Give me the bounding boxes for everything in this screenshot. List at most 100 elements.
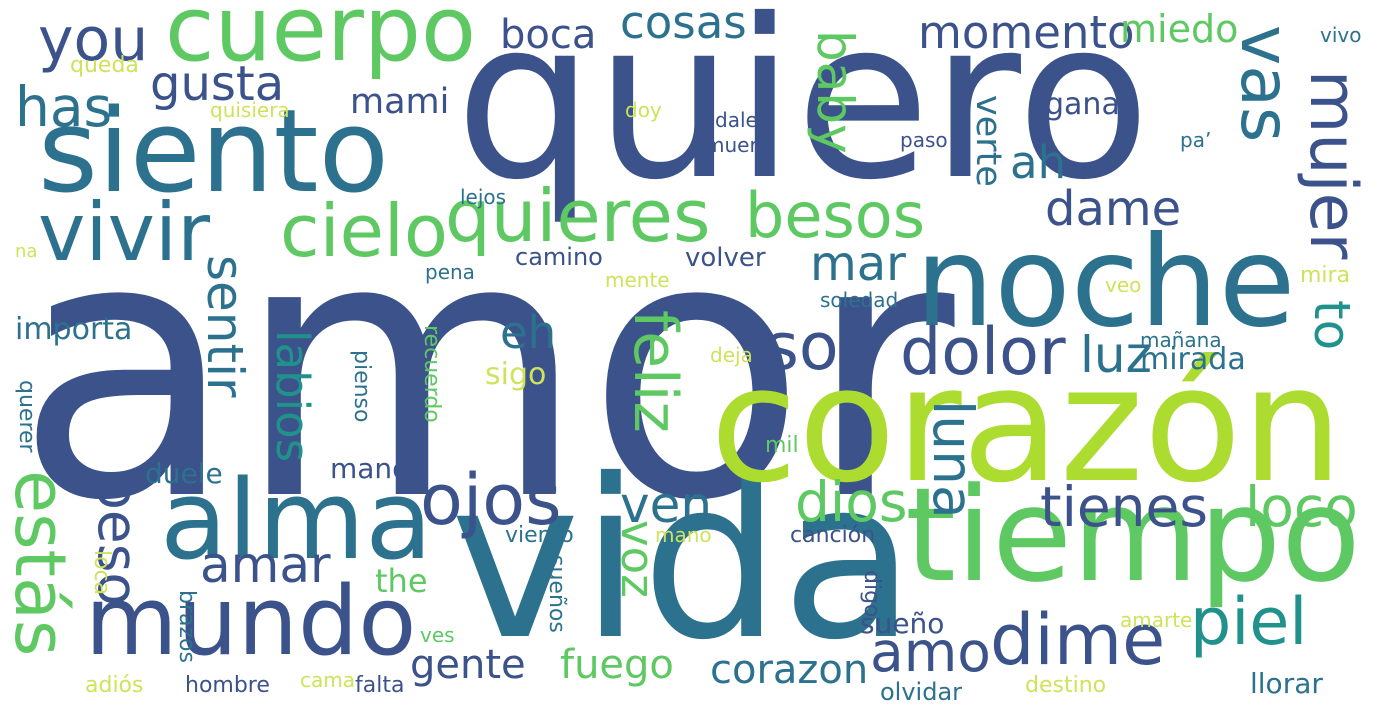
cloud-word: sueño bbox=[860, 607, 945, 640]
cloud-word: mañana bbox=[1140, 328, 1222, 352]
cloud-word: cuerpo bbox=[165, 0, 477, 82]
cloud-word: mente bbox=[605, 268, 670, 292]
cloud-word: ah bbox=[1010, 136, 1067, 189]
cloud-word: adiós bbox=[85, 673, 144, 698]
cloud-word: corazon bbox=[710, 647, 869, 693]
cloud-word: canción bbox=[790, 523, 876, 548]
cloud-word: vivir bbox=[38, 186, 211, 279]
cloud-word: amo bbox=[870, 620, 991, 684]
cloud-word: amor bbox=[15, 160, 955, 579]
cloud-word: feliz bbox=[620, 310, 690, 433]
cloud-word: baby bbox=[806, 30, 864, 154]
cloud-word: llorar bbox=[1250, 667, 1323, 700]
cloud-word: corazón bbox=[710, 331, 1343, 518]
cloud-word: hombre bbox=[185, 673, 270, 698]
cloud-word: alma bbox=[160, 456, 433, 584]
cloud-word: ojos bbox=[420, 459, 562, 541]
cloud-word: noche bbox=[915, 210, 1296, 355]
cloud-word: dime bbox=[990, 599, 1166, 681]
cloud-word: queda bbox=[70, 53, 139, 78]
cloud-word: brazos bbox=[174, 590, 199, 663]
cloud-word: mujer bbox=[1295, 70, 1370, 260]
cloud-word: loca bbox=[89, 550, 114, 596]
cloud-word: dios bbox=[795, 470, 908, 534]
cloud-word: pena bbox=[425, 260, 475, 284]
cloud-word: na bbox=[15, 241, 38, 262]
cloud-word: to bbox=[1303, 300, 1361, 351]
cloud-word: quiero bbox=[455, 0, 1151, 228]
cloud-word: vivo bbox=[1320, 23, 1362, 47]
cloud-word: luna bbox=[921, 400, 985, 519]
cloud-word: loco bbox=[1245, 475, 1358, 539]
cloud-word: soledad bbox=[820, 288, 899, 312]
cloud-word: mundo bbox=[85, 567, 417, 677]
cloud-word: ganas bbox=[1045, 87, 1136, 122]
cloud-word: siento bbox=[38, 85, 389, 219]
cloud-word: ven bbox=[620, 476, 713, 534]
cloud-word: dolor bbox=[900, 315, 1066, 390]
cloud-word: volver bbox=[685, 243, 766, 273]
cloud-word: miedo bbox=[1120, 7, 1239, 51]
cloud-word: sueños bbox=[544, 555, 569, 633]
cloud-word: vas bbox=[1225, 25, 1304, 143]
cloud-word: piel bbox=[1190, 585, 1308, 660]
cloud-word: digo bbox=[859, 570, 884, 618]
cloud-word: gusta bbox=[150, 56, 285, 112]
cloud-word: quieres bbox=[445, 174, 711, 258]
cloud-word: dale bbox=[715, 108, 758, 132]
cloud-word: sol bbox=[765, 310, 857, 385]
cloud-word: mil bbox=[765, 433, 799, 458]
cloud-word: sigo bbox=[485, 357, 547, 392]
cloud-word: labios bbox=[266, 330, 319, 463]
cloud-word: the bbox=[375, 562, 428, 600]
cloud-word: mano bbox=[655, 523, 712, 547]
cloud-word: momento bbox=[918, 6, 1135, 59]
cloud-word: manos bbox=[330, 452, 424, 485]
cloud-word: dame bbox=[1045, 181, 1182, 237]
cloud-word: olvidar bbox=[880, 678, 963, 705]
cloud-word: vida bbox=[450, 432, 916, 688]
cloud-word: paso bbox=[900, 128, 948, 152]
cloud-word: falta bbox=[355, 673, 405, 698]
cloud-word: luz bbox=[1080, 326, 1152, 384]
cloud-word: deja bbox=[710, 343, 753, 367]
cloud-word: tiempo bbox=[905, 459, 1361, 611]
cloud-word: cosas bbox=[620, 0, 747, 49]
cloud-word: amar bbox=[200, 536, 331, 594]
cloud-word: pienso bbox=[349, 350, 374, 423]
cloud-word: recuerdo bbox=[419, 325, 444, 423]
cloud-word: mirada bbox=[1140, 342, 1246, 377]
cloud-word: eh bbox=[500, 306, 557, 359]
cloud-word: besos bbox=[745, 179, 926, 252]
cloud-word: mira bbox=[1300, 263, 1351, 288]
cloud-word: gente bbox=[410, 642, 526, 688]
cloud-word: sentir bbox=[196, 255, 254, 398]
cloud-word: estás bbox=[0, 470, 81, 657]
cloud-word: viento bbox=[505, 523, 574, 548]
cloud-word: camino bbox=[515, 243, 603, 271]
cloud-word: lejos bbox=[460, 185, 507, 209]
cloud-word: ves bbox=[420, 623, 455, 647]
cloud-word: voz bbox=[611, 520, 664, 598]
cloud-word: boca bbox=[500, 12, 597, 58]
cloud-word: muero bbox=[705, 133, 770, 157]
cloud-word: querer bbox=[14, 380, 39, 453]
cloud-word: mami bbox=[350, 82, 450, 122]
cloud-word: quisiera bbox=[210, 98, 290, 122]
cloud-word: importa bbox=[15, 312, 133, 347]
cloud-word: veo bbox=[1105, 273, 1142, 297]
cloud-word: duele bbox=[145, 457, 223, 490]
cloud-word: mar bbox=[810, 236, 906, 292]
cloud-word: has bbox=[15, 75, 113, 139]
cloud-word: destino bbox=[1025, 673, 1107, 698]
cloud-word: cielo bbox=[280, 189, 448, 273]
cloud-word: cama bbox=[300, 668, 355, 692]
cloud-word: verte bbox=[968, 95, 1008, 187]
cloud-word: tienes bbox=[1040, 475, 1209, 539]
cloud-word: you bbox=[38, 5, 149, 75]
cloud-word: amarte bbox=[1120, 608, 1193, 632]
cloud-word: doy bbox=[625, 98, 662, 122]
cloud-word: fuego bbox=[560, 642, 674, 688]
cloud-word: pa’ bbox=[1180, 128, 1212, 152]
